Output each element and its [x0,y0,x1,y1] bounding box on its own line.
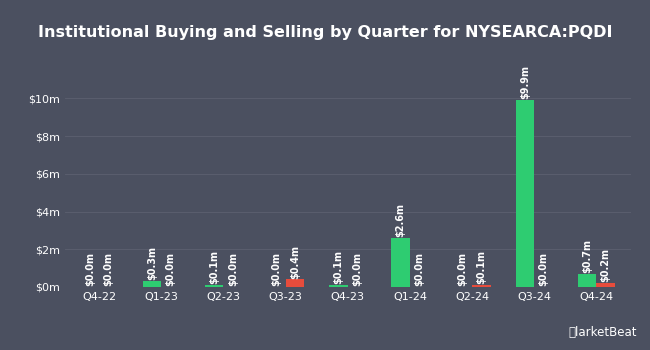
Text: $0.0m: $0.0m [271,252,281,286]
Text: $0.1m: $0.1m [333,250,343,284]
Text: $0.3m: $0.3m [147,246,157,280]
Bar [143,281,161,287]
Text: $0.4m: $0.4m [290,245,300,279]
Bar [205,285,224,287]
Text: $0.0m: $0.0m [538,252,549,286]
Text: Institutional Buying and Selling by Quarter for NYSEARCA:PQDI: Institutional Buying and Selling by Quar… [38,25,612,40]
Bar [391,238,410,287]
Bar [472,285,491,287]
Text: $0.1m: $0.1m [209,250,219,284]
Text: $0.0m: $0.0m [414,252,424,286]
Text: $0.0m: $0.0m [85,252,95,286]
Bar [285,279,304,287]
Bar [596,283,615,287]
Bar [329,285,348,287]
Text: $0.0m: $0.0m [227,252,238,286]
Text: $0.0m: $0.0m [103,252,114,286]
Bar [515,100,534,287]
Text: $0.0m: $0.0m [352,252,362,286]
Text: $9.9m: $9.9m [520,65,530,99]
Text: $0.0m: $0.0m [166,252,176,286]
Text: ⼲larketBeat: ⼲larketBeat [569,327,637,340]
Text: $0.0m: $0.0m [458,252,468,286]
Bar [578,274,596,287]
Text: $0.1m: $0.1m [476,250,486,284]
Text: $0.7m: $0.7m [582,239,592,273]
Text: $0.2m: $0.2m [601,248,610,282]
Text: $2.6m: $2.6m [396,203,406,237]
